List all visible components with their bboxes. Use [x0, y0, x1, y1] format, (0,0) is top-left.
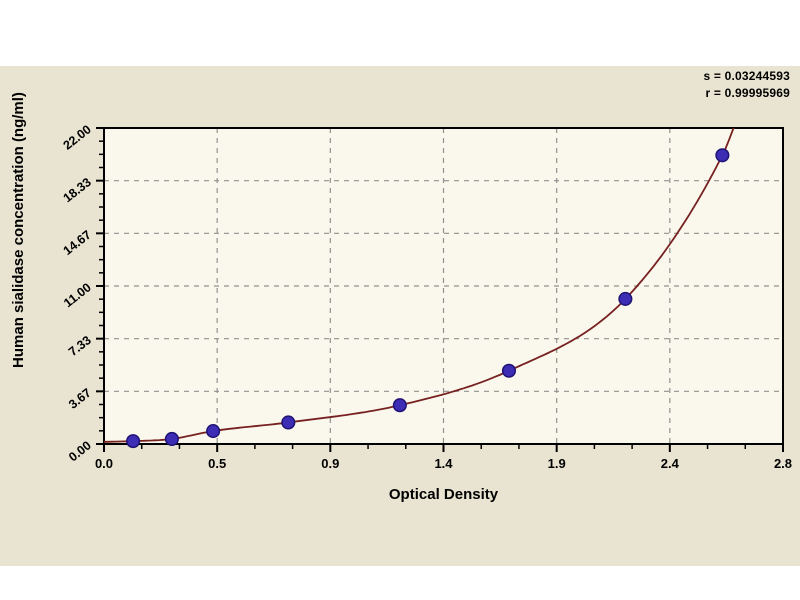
y-tick-label: 22.00: [61, 122, 94, 152]
y-tick-label: 11.00: [61, 280, 94, 310]
data-point: [206, 424, 221, 439]
x-tick-label: 2.8: [774, 456, 792, 471]
fit-statistics: s = 0.03244593 r = 0.99995969: [703, 68, 790, 102]
fit-stat-r: r = 0.99995969: [705, 86, 790, 100]
data-point: [164, 431, 179, 447]
x-tick-labels: 0.0 0.5 0.9 1.4 1.9 2.4 2.8: [95, 456, 792, 471]
fit-stat-s: s = 0.03244593: [703, 69, 790, 83]
data-point: [501, 363, 517, 378]
axis-ticks: [96, 127, 784, 452]
data-point: [126, 434, 141, 449]
data-point: [392, 398, 407, 413]
x-tick-label: 2.4: [661, 456, 680, 471]
data-point: [715, 148, 730, 163]
x-tick-label: 1.4: [434, 456, 453, 471]
plot-frame: [103, 127, 784, 445]
y-tick-labels: 0.00 3.67 7.33 11.00 14.67 18.33 22.00: [61, 122, 94, 464]
y-tick-label: 14.67: [61, 228, 94, 258]
y-tick-label: 0.00: [66, 438, 94, 464]
x-axis-title: Optical Density: [388, 486, 499, 503]
grid-lines: [104, 128, 783, 444]
data-points: [126, 148, 730, 449]
x-tick-label: 0.9: [321, 456, 339, 471]
y-tick-label: 7.33: [66, 333, 94, 359]
y-tick-label: 18.33: [61, 175, 94, 205]
x-tick-label: 1.9: [548, 456, 566, 471]
x-tick-label: 0.0: [95, 456, 113, 471]
y-tick-label: 3.67: [66, 386, 94, 412]
x-tick-label: 0.5: [208, 456, 226, 471]
data-point: [281, 415, 296, 430]
data-point: [618, 291, 633, 306]
